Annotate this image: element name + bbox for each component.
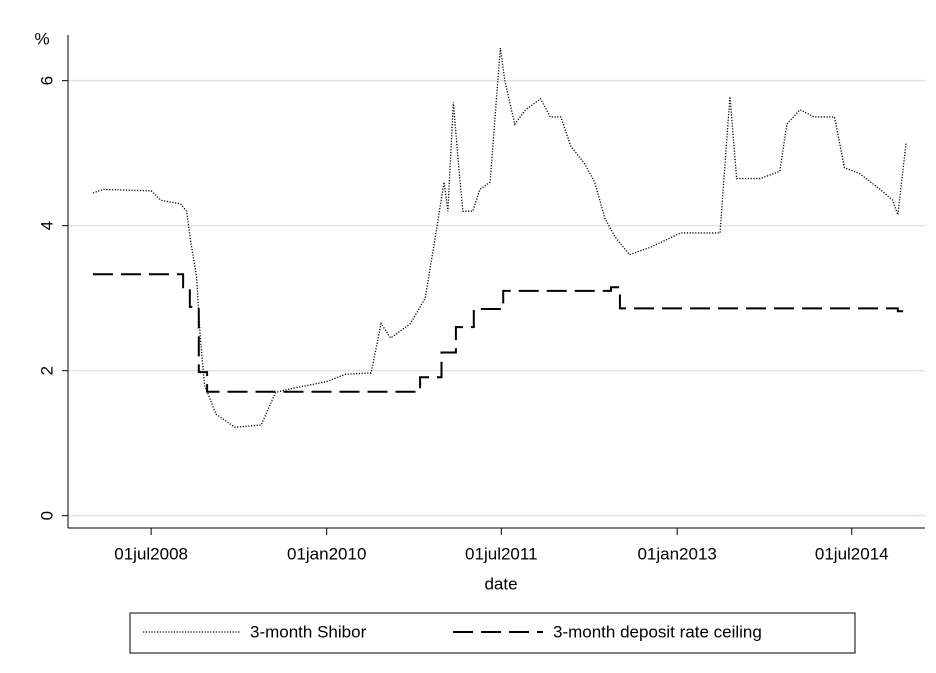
x-tick-label: 01jul2008	[114, 544, 188, 563]
x-tick-label: 01jan2010	[287, 544, 366, 563]
y-axis-label: %	[34, 29, 49, 48]
y-tick-label: 0	[37, 511, 56, 520]
legend-label: 3-month deposit rate ceiling	[553, 622, 762, 641]
x-axis-label: date	[484, 574, 517, 593]
legend: 3-month Shibor 3-month deposit rate ceili…	[143, 622, 762, 641]
legend-box	[129, 612, 856, 654]
y-tick-label: 2	[37, 366, 56, 375]
x-tick-label: 01jan2013	[637, 544, 716, 563]
series-line	[92, 273, 907, 393]
x-tick-label: 01jul2011	[465, 544, 537, 563]
x-tick-label: 01jul2014	[815, 544, 889, 563]
y-tick-label: 6	[37, 76, 56, 85]
series-line	[92, 47, 907, 428]
y-tick-label: 4	[37, 221, 56, 230]
legend-label: 3-month Shibor	[250, 622, 367, 641]
